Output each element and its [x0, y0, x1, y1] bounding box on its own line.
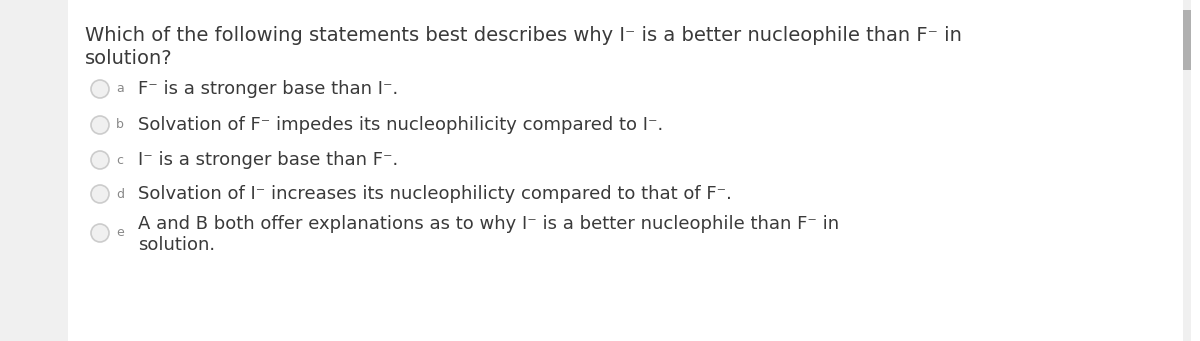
Ellipse shape — [91, 151, 109, 169]
Ellipse shape — [91, 80, 109, 98]
Text: Which of the following statements best describes why I⁻ is a better nucleophile : Which of the following statements best d… — [85, 26, 962, 45]
Text: a: a — [116, 83, 124, 95]
Text: A and B both offer explanations as to why I⁻ is a better nucleophile than F⁻ in: A and B both offer explanations as to wh… — [138, 215, 839, 233]
Bar — [0, 0, 68, 341]
Ellipse shape — [91, 224, 109, 242]
Ellipse shape — [91, 185, 109, 203]
Text: I⁻ is a stronger base than F⁻.: I⁻ is a stronger base than F⁻. — [138, 151, 398, 169]
Text: solution?: solution? — [85, 49, 173, 68]
Ellipse shape — [91, 116, 109, 134]
Bar — [1183, 0, 1190, 341]
Text: c: c — [116, 153, 124, 166]
Text: b: b — [116, 119, 124, 132]
Text: solution.: solution. — [138, 236, 215, 254]
Text: F⁻ is a stronger base than I⁻.: F⁻ is a stronger base than I⁻. — [138, 80, 398, 98]
Text: Solvation of I⁻ increases its nucleophilicty compared to that of F⁻.: Solvation of I⁻ increases its nucleophil… — [138, 185, 732, 203]
Text: d: d — [116, 188, 124, 201]
Text: Solvation of F⁻ impedes its nucleophilicity compared to I⁻.: Solvation of F⁻ impedes its nucleophilic… — [138, 116, 664, 134]
Bar — [1183, 10, 1190, 70]
Text: e: e — [116, 226, 124, 239]
